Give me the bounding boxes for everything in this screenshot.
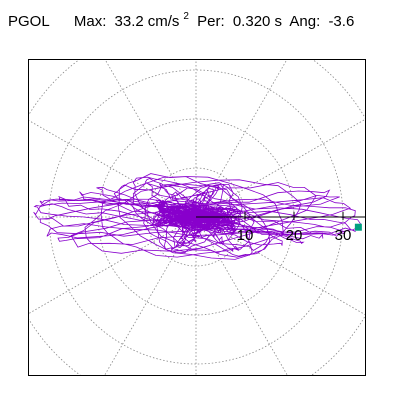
max-value: 33.2 (114, 13, 144, 30)
orbit-trace (33, 173, 362, 260)
grid-spoke-30 (29, 118, 365, 314)
max-label: Max: (73, 13, 107, 30)
period-label: Per: (197, 13, 225, 30)
max-unit: cm/s 2 (147, 11, 189, 30)
plot-frame (28, 59, 366, 376)
trace-path (33, 173, 362, 260)
peak-marker-group (354, 223, 362, 231)
chart-header: PGOL Max: 33.2 cm/s 2 Per: 0.320 s Ang: -3… (8, 11, 358, 34)
radial-tick-label-10: 10 (237, 227, 254, 244)
max-unit-exponent: 2 (183, 11, 189, 22)
radial-axis: 10 20 30 (196, 212, 365, 244)
angle-value: -3.6 (328, 13, 355, 30)
radial-tick-label-20: 20 (286, 227, 303, 244)
period-value: 0.320 s (232, 13, 283, 30)
grid-spoke-60 (104, 60, 288, 375)
peak-marker (354, 223, 362, 231)
angle-label: Ang: (289, 13, 321, 30)
grid-spoke-120 (104, 60, 288, 375)
station-code: PGOL (8, 13, 50, 30)
radial-tick-label-30: 30 (335, 227, 352, 244)
grid-spoke-150 (29, 120, 365, 316)
max-unit-base: cm/s (147, 13, 180, 30)
